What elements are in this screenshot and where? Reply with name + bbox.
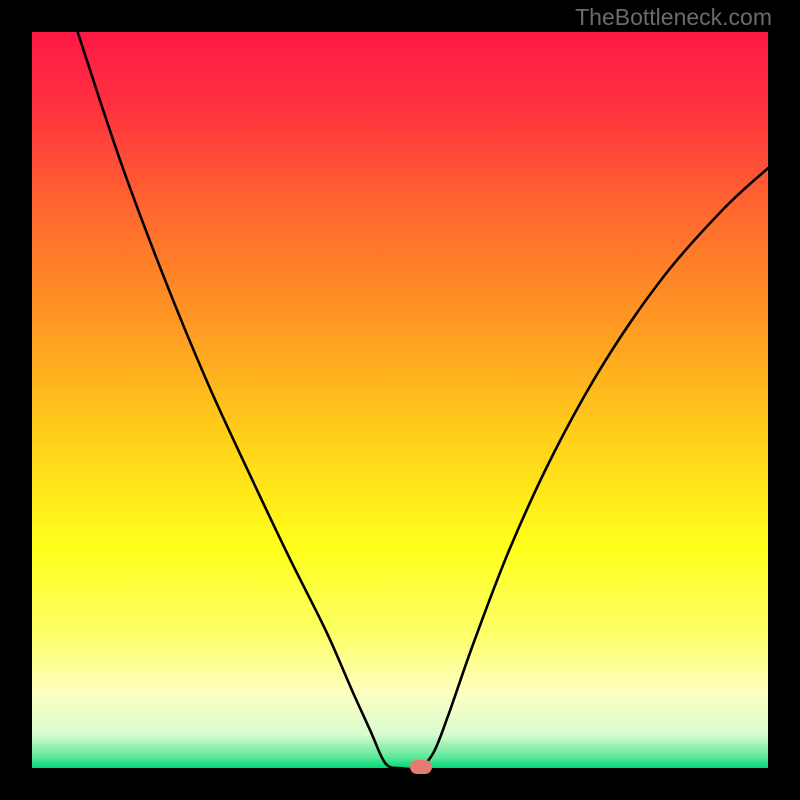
chart-container: TheBottleneck.com bbox=[0, 0, 800, 800]
watermark-text: TheBottleneck.com bbox=[575, 4, 772, 31]
plot-area bbox=[32, 32, 768, 768]
watermark-label: TheBottleneck.com bbox=[575, 4, 772, 30]
bottleneck-curve bbox=[32, 32, 768, 768]
optimal-point-marker bbox=[410, 760, 432, 774]
